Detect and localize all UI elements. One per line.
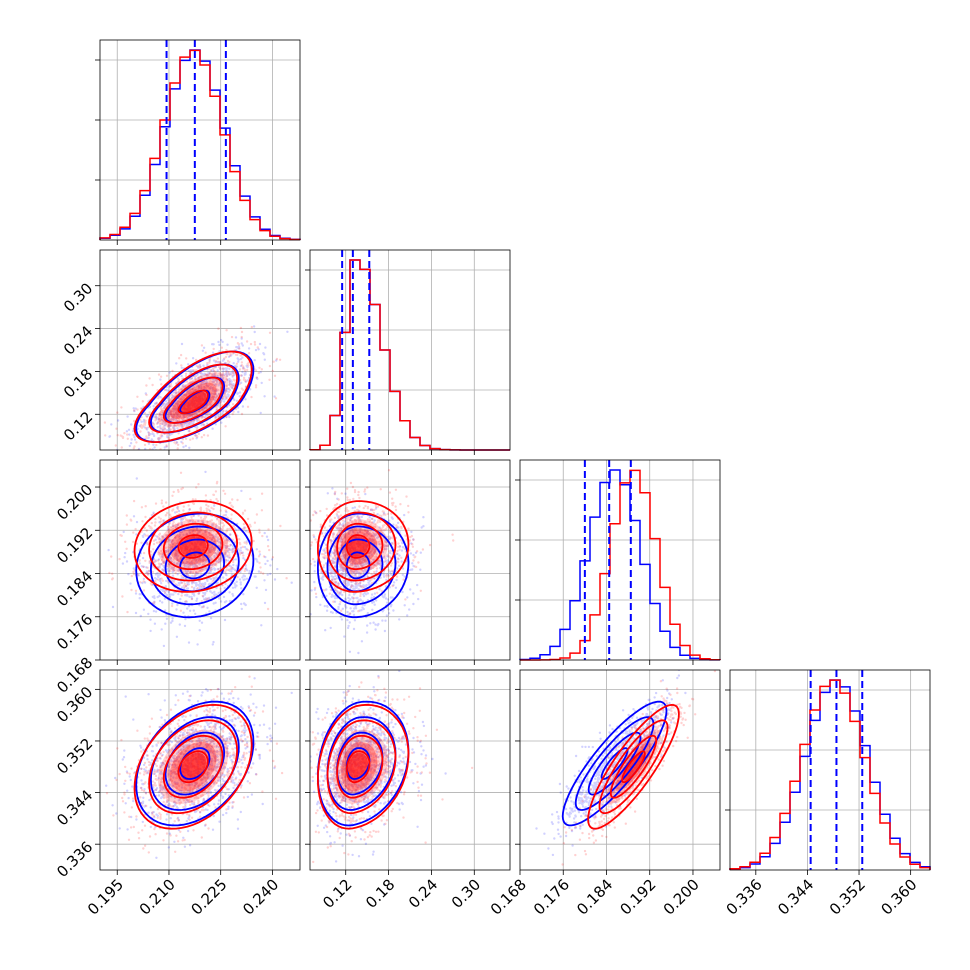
contour-series1-level2: [598, 719, 669, 815]
x-tick-label-p0: 0.240: [239, 876, 282, 919]
contour-series1-level2: [148, 511, 239, 582]
contour-series1-level2: [326, 719, 397, 815]
contour-series1-level0: [177, 750, 209, 784]
y-tick-label-p1: 0.18: [60, 365, 96, 401]
panel-frame-3-3: [729, 669, 931, 871]
y-tick-label-p3: 0.352: [53, 735, 96, 778]
contour-series1-level3: [316, 500, 410, 593]
density-shade-2: [347, 536, 369, 557]
y-tick-label-p1: 0.30: [60, 279, 96, 315]
contour-series1-level2: [148, 363, 239, 434]
contour-series1-level1: [609, 734, 658, 799]
x-tick-label-p2: 0.168: [487, 876, 530, 919]
panel-frame-0-1: [99, 249, 301, 451]
histogram-p0-series0: [99, 49, 301, 241]
contour-series1-level3: [133, 350, 253, 444]
x-tick-label-p3: 0.352: [826, 876, 869, 919]
joint-p2-p3: [535, 670, 717, 866]
grid-1-2: [310, 460, 510, 660]
contour-series1-level0: [345, 534, 371, 559]
density-shade-2: [179, 391, 207, 413]
contour-series1-level1: [162, 734, 224, 799]
grid-2-2: [520, 460, 720, 660]
joint-p0-p2: [107, 470, 293, 648]
contour-series1-level3: [316, 703, 410, 830]
panel-frame-1-1: [309, 249, 511, 451]
contour-series0-level3: [135, 700, 255, 827]
panels-layer: 0.195 0.210 0.225 0.240 0.12 0.18 0.24 0.30 0.16…: [53, 39, 931, 919]
x-tick-label-p3: 0.360: [877, 876, 920, 919]
panel-frame-2-3: [519, 669, 721, 871]
joint-p0-p3: [105, 675, 293, 859]
grid-3-3: [730, 670, 930, 870]
contour-series0-level2: [149, 525, 240, 606]
grid-0-1: [100, 250, 300, 450]
x-tick-label-p1: 0.18: [362, 876, 398, 912]
contour-series1-level3: [587, 703, 680, 830]
contour-series1-level2: [148, 719, 239, 815]
density-shade-2: [179, 752, 207, 781]
grid-1-3: [310, 670, 510, 870]
contour-series0-level1: [164, 731, 226, 796]
x-tick-label-p1: 0.12: [319, 876, 355, 912]
x-tick-label-p1: 0.30: [448, 876, 484, 912]
x-tick-label-p2: 0.176: [530, 876, 573, 919]
contour-series1-level3: [133, 500, 253, 593]
x-tick-label-p3: 0.344: [774, 876, 817, 919]
x-tick-label-p2: 0.200: [660, 876, 703, 919]
histogram-p2-series1: [520, 469, 721, 661]
contour-series1-level1: [162, 522, 224, 571]
contour-series1-level1: [162, 376, 224, 424]
density-shade-2: [347, 752, 369, 781]
x-tick-label-p0: 0.210: [136, 876, 179, 919]
y-tick-label-p3: 0.344: [53, 786, 96, 829]
contour-series1-level1: [336, 522, 384, 571]
contour-series1-level1: [336, 734, 384, 799]
x-tick-label-p2: 0.184: [573, 876, 616, 919]
contour-series1-level3: [133, 703, 253, 830]
panel-frame-1-3: [309, 669, 511, 871]
histogram-p3-series1: [729, 679, 931, 870]
contour-series1-level0: [177, 534, 209, 559]
panel-frame-0-0: [99, 39, 301, 241]
contour-series1-level0: [345, 750, 371, 784]
y-tick-label-p1: 0.12: [60, 408, 96, 444]
histogram-p0-series1: [99, 49, 301, 241]
contour-series1-level2: [326, 511, 397, 582]
contour-series0-level1: [587, 731, 642, 796]
panel-frame-2-2: [519, 459, 721, 661]
x-tick-label-p0: 0.195: [84, 876, 127, 919]
contour-series1-level0: [177, 389, 209, 415]
contour-series0-level0: [179, 747, 211, 780]
x-tick-label-p0: 0.225: [187, 876, 230, 919]
contour-series0-level2: [149, 716, 240, 811]
panel-frame-1-2: [309, 459, 511, 661]
panel-frame-0-2: [99, 459, 301, 661]
x-tick-label-p2: 0.192: [617, 876, 660, 919]
joint-p1-p3: [310, 670, 474, 864]
histogram-p3-series0: [729, 679, 931, 870]
y-tick-label-p2: 0.184: [53, 567, 96, 610]
y-tick-label-p2: 0.192: [53, 524, 96, 567]
joint-p1-p2: [310, 469, 455, 655]
x-tick-label-p3: 0.336: [723, 876, 766, 919]
grid-1-1: [310, 250, 510, 450]
y-tick-label-p2: 0.200: [53, 481, 96, 524]
y-tick-label-p2: 0.176: [53, 610, 96, 653]
y-tick-label-p3: 0.336: [53, 838, 96, 881]
scatter-series0: [310, 487, 425, 655]
contour-series1-level0: [621, 750, 646, 784]
contour-series0-level3: [135, 512, 255, 619]
contour-series0-level2: [574, 716, 655, 811]
contour-series0-level1: [164, 538, 226, 593]
y-tick-label-p1: 0.24: [60, 322, 96, 358]
x-tick-label-p1: 0.24: [405, 876, 441, 912]
panel-frame-0-3: [99, 669, 301, 871]
grid-0-0: [100, 40, 300, 240]
histogram-p1-series1: [309, 259, 510, 451]
joint-p0-p1: [103, 325, 289, 450]
